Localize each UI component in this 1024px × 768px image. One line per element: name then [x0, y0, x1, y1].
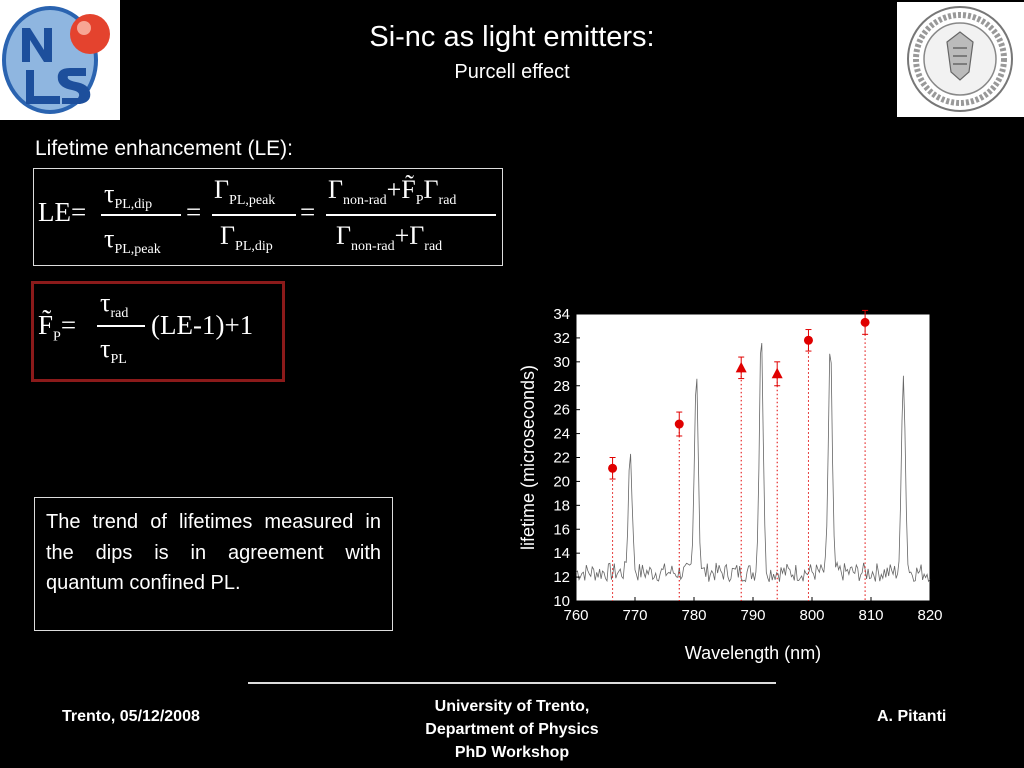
x-tick-label: 780	[681, 607, 706, 624]
plot-area	[575, 313, 931, 602]
university-seal-graphic	[907, 6, 1013, 112]
fraction-bar	[326, 214, 496, 216]
y-tick-label: 18	[553, 497, 570, 514]
fraction-bar	[212, 214, 296, 216]
data-point-triangle	[771, 367, 783, 379]
lifetime-enhancement-formula: LE= τPL,dip τPL,peak = ΓPL,peak ΓPL,dip …	[33, 168, 503, 266]
slide-subtitle: Purcell effect	[454, 61, 570, 83]
y-tick-label: 34	[553, 306, 570, 323]
y-tick-label: 24	[553, 426, 570, 443]
y-tick-label: 28	[553, 378, 570, 395]
x-tick-label: 760	[563, 607, 588, 624]
fraction-bar	[101, 214, 181, 216]
tau-peak: τPL,peak	[104, 224, 161, 258]
fp-lhs: F̃P=	[38, 310, 77, 345]
x-tick-label: 820	[917, 607, 942, 624]
data-point-circle	[803, 335, 813, 345]
university-seal-logo	[897, 2, 1024, 117]
y-tick-label: 14	[553, 545, 570, 562]
nls-logo-graphic	[2, 6, 110, 114]
x-axis-label: Wavelength (nm)	[685, 643, 821, 663]
y-tick-label: 32	[553, 330, 570, 347]
footer-line: PhD Workshop	[454, 744, 570, 761]
data-point-circle	[860, 317, 870, 327]
x-tick-label: 810	[858, 607, 883, 624]
y-tick-label: 22	[553, 450, 570, 467]
tau-rad: τrad	[100, 288, 129, 322]
gamma-dip: ΓPL,dip	[220, 221, 273, 255]
footer-institution: University of Trento, Department of Phys…	[362, 695, 662, 764]
data-point-triangle	[735, 361, 747, 373]
lifetime-chart: 760 770 780 790 800 810 820 10 12 14 16 18 20 22 24 26 2…	[518, 306, 943, 663]
x-tick-label: 770	[622, 607, 647, 624]
note-box: The trend of lifetimes measured in the d…	[34, 497, 393, 631]
tau-pl: τPL	[100, 334, 127, 368]
denominator-rates: Γnon-rad+Γrad	[336, 221, 443, 255]
footer-line: University of Trento,	[434, 698, 590, 715]
purcell-factor-formula: F̃P= τrad τPL (LE-1)+1	[31, 281, 285, 382]
y-tick-label: 12	[553, 569, 570, 586]
y-tick-label: 20	[553, 473, 570, 490]
equals-sign: =	[186, 197, 202, 227]
fp-tail: (LE-1)+1	[151, 310, 254, 340]
x-tick-label: 800	[799, 607, 824, 624]
data-point-circle	[674, 419, 684, 429]
tau-dip: τPL,dip	[104, 179, 153, 213]
nls-logo	[0, 0, 120, 120]
y-tick-label: 10	[553, 593, 570, 610]
footer-divider	[248, 682, 776, 684]
le-lhs: LE=	[38, 197, 87, 227]
y-tick-label: 30	[553, 354, 570, 371]
footer-author: A. Pitanti	[877, 708, 947, 725]
equals-sign: =	[300, 197, 316, 227]
x-tick-label: 790	[740, 607, 765, 624]
numerator-rates: Γnon-rad+F̃PΓrad	[328, 175, 457, 209]
y-tick-label: 26	[553, 402, 570, 419]
y-tick-label: 16	[553, 521, 570, 538]
section-label: Lifetime enhancement (LE):	[35, 137, 293, 160]
slide-title: Si-nc as light emitters:	[369, 21, 655, 53]
pl-spectrum-line	[575, 342, 931, 583]
gamma-peak: ΓPL,peak	[214, 175, 276, 209]
y-axis-label: lifetime (microseconds)	[518, 365, 538, 550]
footer-date: Trento, 05/12/2008	[62, 708, 200, 725]
data-point-circle	[608, 463, 618, 473]
footer-line: Department of Physics	[425, 721, 599, 738]
fraction-bar	[97, 325, 145, 327]
